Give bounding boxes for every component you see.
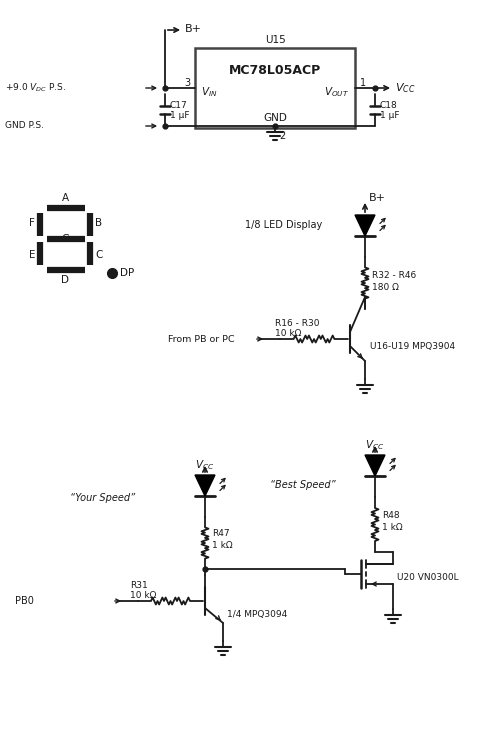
Text: 1 μF: 1 μF xyxy=(380,111,399,119)
Text: R32 - R46: R32 - R46 xyxy=(372,270,416,279)
Text: $V_{OUT}$: $V_{OUT}$ xyxy=(324,85,349,99)
Polygon shape xyxy=(365,455,385,476)
Text: 1/4 MPQ3094: 1/4 MPQ3094 xyxy=(227,611,287,619)
Text: 10 kΩ: 10 kΩ xyxy=(275,328,302,337)
Text: 3: 3 xyxy=(184,78,190,88)
Text: R31: R31 xyxy=(130,581,148,589)
Text: +9.0 $V_{DC}$ P.S.: +9.0 $V_{DC}$ P.S. xyxy=(5,82,66,95)
Text: C18: C18 xyxy=(380,100,398,109)
Text: D: D xyxy=(61,275,69,285)
Text: PB0: PB0 xyxy=(15,596,34,606)
Text: 2: 2 xyxy=(279,131,285,141)
Text: 1 μF: 1 μF xyxy=(170,111,189,119)
Text: “Your Speed”: “Your Speed” xyxy=(70,493,135,503)
Text: GND: GND xyxy=(263,113,287,123)
Text: C17: C17 xyxy=(170,100,188,109)
Text: MC78L05ACP: MC78L05ACP xyxy=(229,64,321,76)
Text: C: C xyxy=(95,249,102,259)
Bar xyxy=(195,48,355,128)
Text: U16-U19 MPQ3904: U16-U19 MPQ3904 xyxy=(370,342,455,352)
Text: F: F xyxy=(29,218,35,229)
Text: From PB or PC: From PB or PC xyxy=(168,334,235,344)
Text: U15: U15 xyxy=(265,35,285,45)
Text: R47: R47 xyxy=(212,528,230,537)
Text: 10 kΩ: 10 kΩ xyxy=(130,591,156,600)
Text: R48: R48 xyxy=(382,510,400,520)
Text: GND P.S.: GND P.S. xyxy=(5,122,44,130)
Text: 180 Ω: 180 Ω xyxy=(372,282,399,292)
Text: 1/8 LED Display: 1/8 LED Display xyxy=(245,220,322,230)
Text: R16 - R30: R16 - R30 xyxy=(275,319,319,328)
Text: E: E xyxy=(28,249,35,259)
Text: 1: 1 xyxy=(360,78,366,88)
Text: $V_{CC}$: $V_{CC}$ xyxy=(366,438,384,452)
Polygon shape xyxy=(195,475,215,496)
Text: $V_{CC}$: $V_{CC}$ xyxy=(395,81,416,95)
Text: $V_{IN}$: $V_{IN}$ xyxy=(201,85,217,99)
Text: $V_{CC}$: $V_{CC}$ xyxy=(195,458,215,472)
Text: DP: DP xyxy=(120,268,134,278)
Polygon shape xyxy=(355,215,375,236)
Text: B: B xyxy=(95,218,102,229)
Text: 1 kΩ: 1 kΩ xyxy=(382,523,403,531)
Text: B+: B+ xyxy=(369,193,386,203)
Text: U20 VN0300L: U20 VN0300L xyxy=(397,573,459,583)
Text: “Best Speed”: “Best Speed” xyxy=(270,480,336,490)
Text: 1 kΩ: 1 kΩ xyxy=(212,540,233,550)
Text: A: A xyxy=(62,193,68,203)
Text: G: G xyxy=(61,234,69,244)
Text: B+: B+ xyxy=(185,24,202,34)
